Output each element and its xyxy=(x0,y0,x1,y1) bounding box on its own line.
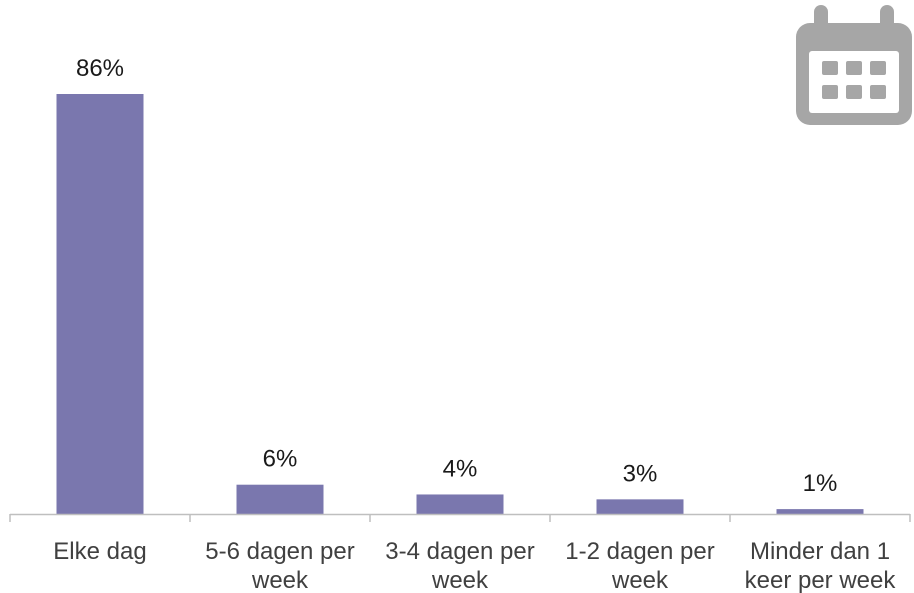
value-labels-group: 86% 6% 4% 3% 1% xyxy=(76,55,837,497)
category-label-2: 3-4 dagen per week xyxy=(385,538,534,593)
bar-0 xyxy=(56,94,144,514)
bar-1 xyxy=(236,484,324,514)
category-label-3: 1-2 dagen per week xyxy=(565,538,714,593)
value-label-2: 4% xyxy=(443,455,478,482)
value-label-1: 6% xyxy=(263,446,298,473)
category-label-0: Elke dag xyxy=(53,538,146,565)
bar-2 xyxy=(416,494,504,514)
bar-3 xyxy=(596,499,684,514)
bars-group xyxy=(56,94,864,514)
bar-4 xyxy=(776,509,864,514)
value-label-0: 86% xyxy=(76,55,124,82)
category-label-1: 5-6 dagen per week xyxy=(205,538,354,593)
calendar-icon xyxy=(796,5,912,125)
value-label-4: 1% xyxy=(803,470,838,497)
category-labels-group: Elke dag 5-6 dagen per week 3-4 dagen per we… xyxy=(53,538,896,593)
value-label-3: 3% xyxy=(623,460,658,487)
x-axis xyxy=(9,513,911,522)
category-label-4: Minder dan 1 keer per week xyxy=(745,538,897,593)
calendar-icon-shape xyxy=(796,5,912,125)
